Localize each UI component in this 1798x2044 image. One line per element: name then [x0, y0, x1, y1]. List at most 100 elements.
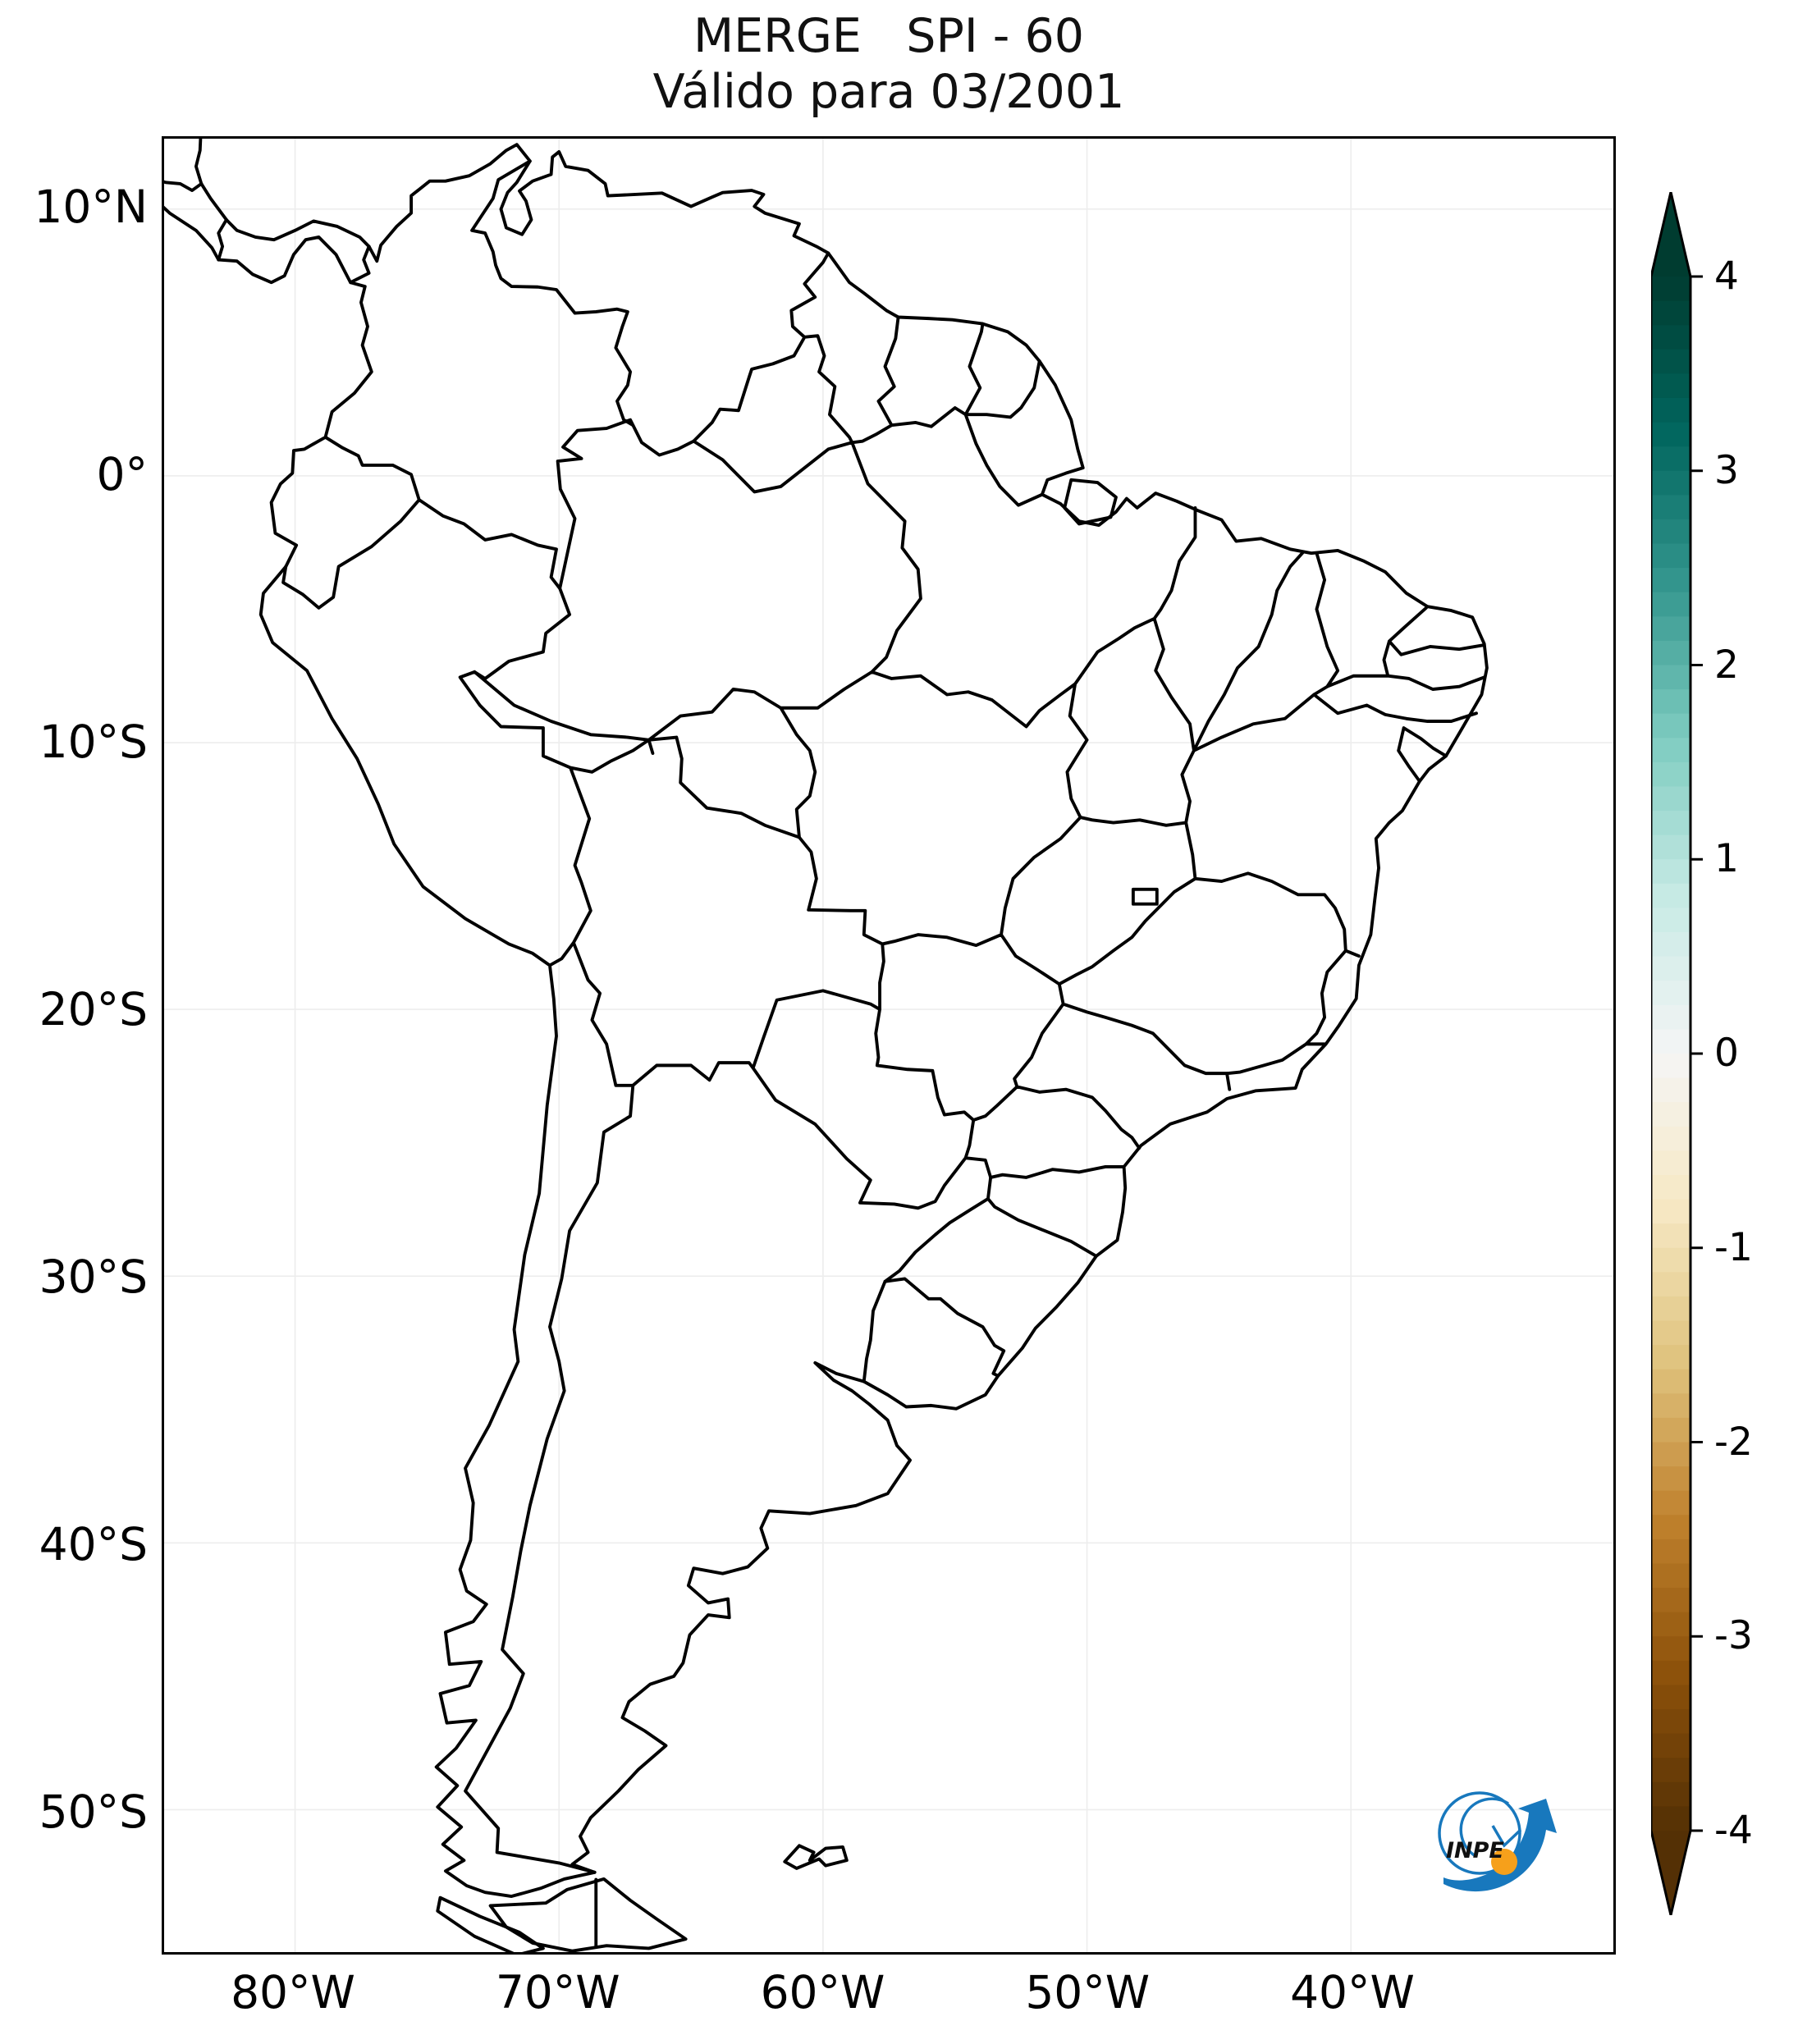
- colorbar-band: [1651, 1490, 1690, 1516]
- lat-tick-label: 40°S: [39, 1518, 148, 1571]
- map-canvas: [162, 136, 1616, 1955]
- colorbar-band: [1651, 1612, 1690, 1637]
- lat-tick-label: 10°N: [34, 181, 148, 233]
- colorbar-band: [1651, 1806, 1690, 1831]
- colorbar-band: [1651, 1296, 1690, 1322]
- colorbar-band: [1651, 397, 1690, 423]
- colorbar-band: [1651, 495, 1690, 520]
- colorbar-band: [1651, 1466, 1690, 1492]
- colorbar-tick-label: 0: [1714, 1031, 1739, 1076]
- colorbar-band: [1651, 859, 1690, 885]
- colorbar-band: [1651, 1077, 1690, 1103]
- colorbar-band: [1651, 786, 1690, 812]
- colorbar-band: [1651, 932, 1690, 958]
- colorbar-band: [1651, 811, 1690, 836]
- colorbar-band: [1651, 1442, 1690, 1467]
- colorbar-band: [1651, 835, 1690, 860]
- country-borders-path: [164, 159, 1041, 1948]
- swirl-circle-icon: [1438, 1791, 1521, 1875]
- swirl-spiral-icon: [1459, 1797, 1509, 1858]
- colorbar-band: [1651, 1709, 1690, 1735]
- colorbar-band: [1651, 325, 1690, 350]
- colorbar-band: [1651, 543, 1690, 569]
- orange-dot-icon: [1491, 1849, 1517, 1875]
- lon-tick-label: 40°W: [1290, 1966, 1415, 2019]
- colorbar-band: [1651, 1174, 1690, 1200]
- inpe-logo: INPE: [1438, 1791, 1557, 1892]
- colorbar-extend-bottom: [1651, 1831, 1690, 1915]
- colorbar-band: [1651, 373, 1690, 399]
- colorbar-tick-label: -4: [1714, 1808, 1753, 1853]
- colorbar-tick-label: 3: [1714, 447, 1739, 493]
- colorbar-tick-label: -2: [1714, 1419, 1753, 1465]
- colorbar-band: [1651, 1417, 1690, 1443]
- colorbar-band: [1651, 883, 1690, 909]
- islands-path: [436, 478, 1118, 1952]
- colorbar-band: [1651, 1199, 1690, 1224]
- title-block: MERGE SPI - 60 Válido para 03/2001: [162, 8, 1616, 120]
- colorbar-band: [1651, 300, 1690, 326]
- colorbar-band: [1651, 738, 1690, 763]
- lon-tick-label: 70°W: [495, 1966, 620, 2019]
- colorbar-band: [1651, 956, 1690, 981]
- colorbar-band: [1651, 1272, 1690, 1297]
- colorbar-band: [1651, 422, 1690, 447]
- colorbar-band: [1651, 1636, 1690, 1662]
- colorbar-tick-label: -1: [1714, 1224, 1753, 1270]
- colorbar-band: [1651, 1150, 1690, 1176]
- colorbar-tick-label: -3: [1714, 1613, 1753, 1659]
- lat-tick-label: 0°: [96, 448, 149, 501]
- colorbar-tick-label: 2: [1714, 642, 1739, 688]
- colorbar-band: [1651, 1563, 1690, 1589]
- colorbar-band: [1651, 1515, 1690, 1540]
- lat-tick-label: 30°S: [39, 1251, 148, 1303]
- colorbar-band: [1651, 640, 1690, 666]
- colorbar-band: [1651, 446, 1690, 472]
- colorbar-band: [1651, 277, 1690, 302]
- colorbar-band: [1651, 1247, 1690, 1273]
- colorbar-band: [1651, 1369, 1690, 1394]
- colorbar-tick-label: 1: [1714, 836, 1739, 882]
- lon-tick-label: 60°W: [760, 1966, 885, 2019]
- colorbar-band: [1651, 908, 1690, 933]
- colorbar-band: [1651, 1004, 1690, 1030]
- colorbar-band: [1651, 689, 1690, 715]
- page-title: MERGE SPI - 60: [693, 9, 1085, 63]
- colorbar-band: [1651, 616, 1690, 642]
- colorbar-extend-top: [1651, 192, 1690, 277]
- colorbar-ticks: [1690, 275, 1703, 1832]
- colorbar-band: [1651, 470, 1690, 496]
- colorbar-band: [1651, 1320, 1690, 1346]
- colorbar-band: [1651, 1539, 1690, 1565]
- colorbar-band: [1651, 1781, 1690, 1807]
- inpe-logo-text: INPE: [1446, 1838, 1504, 1863]
- colorbar-band: [1651, 1054, 1690, 1079]
- colorbar-band: [1651, 1223, 1690, 1249]
- colorbar-band: [1651, 1685, 1690, 1710]
- big-arrow-icon: [1443, 1799, 1557, 1892]
- colorbar-band: [1651, 349, 1690, 374]
- lon-tick-label: 50°W: [1025, 1966, 1151, 2019]
- colorbar-band: [1651, 568, 1690, 593]
- colorbar-band: [1651, 1588, 1690, 1613]
- colorbar-band: [1651, 1345, 1690, 1370]
- map-svg: [164, 139, 1613, 1952]
- colorbar-tick-label: 4: [1714, 254, 1739, 299]
- graticule-grid: [164, 139, 1613, 1952]
- lat-tick-label: 50°S: [39, 1786, 148, 1838]
- colorbar-band: [1651, 1126, 1690, 1151]
- colorbar-band: [1651, 592, 1690, 617]
- colorbar-gradient-bands: [1651, 277, 1690, 1831]
- swirl-arrowhead-icon: [1491, 1825, 1522, 1848]
- colorbar: [1651, 192, 1703, 1915]
- colorbar-band: [1651, 665, 1690, 690]
- colorbar-band: [1651, 713, 1690, 738]
- lat-tick-label: 20°S: [39, 983, 148, 1036]
- colorbar-band: [1651, 1733, 1690, 1758]
- colorbar-band: [1651, 1758, 1690, 1783]
- page-subtitle: Válido para 03/2001: [652, 65, 1125, 119]
- coastline-path: [164, 139, 1489, 1899]
- lon-tick-label: 80°W: [231, 1966, 355, 2019]
- state-borders-path: [473, 413, 1486, 1258]
- lat-tick-label: 10°S: [39, 716, 148, 768]
